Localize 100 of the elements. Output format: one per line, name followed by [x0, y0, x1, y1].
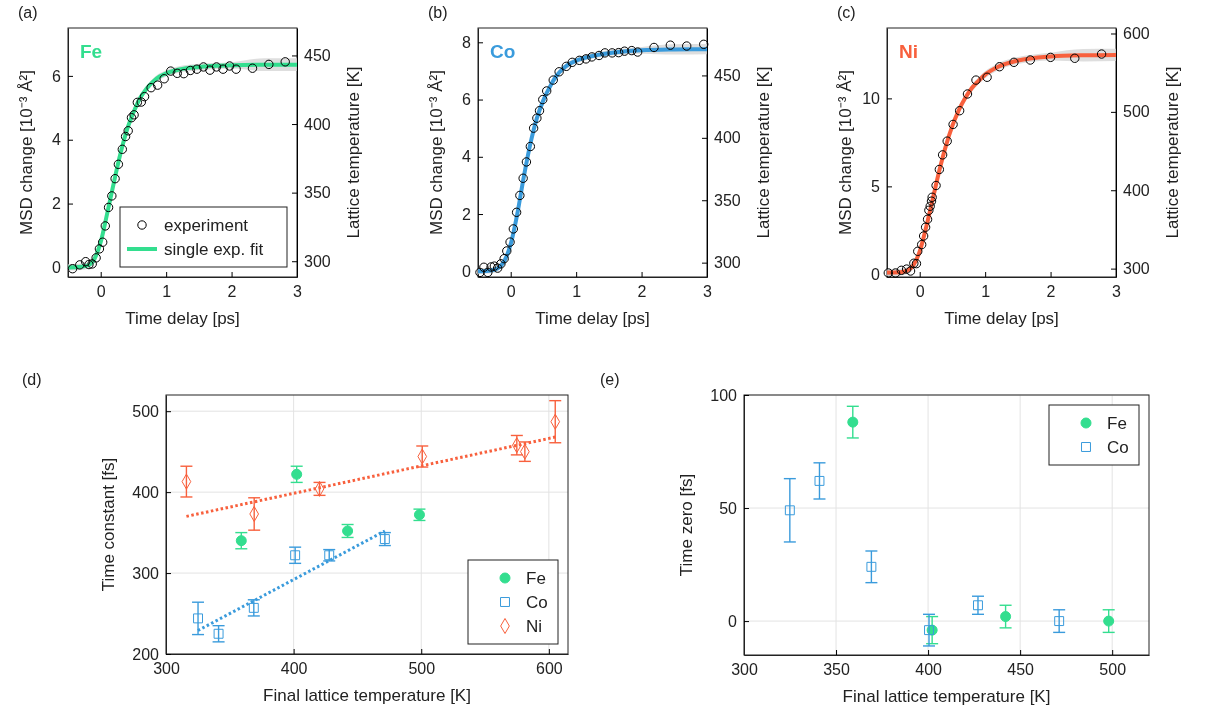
point	[1096, 49, 1107, 59]
point	[567, 57, 577, 68]
point	[205, 65, 215, 75]
point	[213, 628, 224, 639]
y2-tick-label: 400	[304, 115, 331, 133]
y2-axis-title: Lattice temperature [K]	[1163, 66, 1182, 239]
point	[920, 222, 931, 232]
point	[934, 164, 945, 175]
point	[291, 468, 303, 480]
point	[883, 268, 894, 278]
point	[185, 65, 196, 76]
point	[525, 141, 536, 152]
point	[699, 39, 709, 50]
point	[784, 505, 795, 516]
x-tick-label: 400	[915, 661, 943, 679]
point	[136, 97, 146, 107]
point	[502, 246, 512, 256]
point	[534, 106, 545, 116]
point	[179, 68, 189, 79]
point	[94, 244, 105, 254]
point	[954, 106, 965, 116]
y-tick-label: 500	[132, 402, 160, 420]
point	[107, 191, 117, 201]
point	[218, 64, 228, 74]
y2-tick-label: 350	[714, 191, 741, 209]
point	[110, 173, 120, 184]
point	[962, 89, 973, 99]
point	[1025, 55, 1035, 65]
y2-tick-label: 400	[1123, 181, 1150, 199]
point	[132, 97, 143, 108]
point	[146, 83, 156, 93]
point	[561, 61, 572, 72]
point	[905, 266, 916, 276]
point	[632, 47, 643, 57]
point	[508, 224, 519, 234]
point	[247, 63, 258, 73]
point	[665, 40, 676, 50]
y2-tick-label: 500	[1123, 103, 1150, 121]
y-tick-label: 8	[462, 33, 472, 51]
point	[542, 86, 552, 96]
y2-tick-label: 450	[304, 47, 331, 65]
chart-title: (b)	[428, 4, 448, 21]
y2-axis-title: Lattice temperature [K]	[344, 66, 363, 239]
point	[152, 80, 163, 90]
y-tick-label: 100	[710, 386, 738, 404]
x-tick-label: 400	[280, 660, 308, 678]
point	[193, 613, 203, 624]
point	[574, 55, 585, 66]
point	[521, 157, 532, 167]
point	[511, 207, 522, 218]
annotation: Co	[490, 41, 516, 62]
point	[139, 91, 150, 102]
y-tick-label: 0	[52, 259, 62, 277]
x-tick-label: 0	[915, 283, 925, 301]
point	[80, 256, 91, 267]
y2-tick-label: 450	[714, 67, 741, 85]
x-tick-label: 350	[823, 661, 850, 679]
y-tick-label: 6	[52, 67, 62, 85]
x-tick-label: 450	[1007, 661, 1035, 679]
point	[971, 75, 981, 85]
point	[123, 126, 133, 136]
x-axis-title: Final lattice temperature [K]	[263, 686, 471, 705]
point	[982, 72, 992, 82]
x-tick-label: 0	[506, 283, 516, 301]
y-tick-label: 2	[52, 195, 62, 213]
point	[479, 262, 489, 272]
point	[866, 561, 877, 572]
annotation: Fe	[80, 41, 103, 62]
point	[528, 123, 539, 133]
point	[931, 180, 941, 191]
x-tick-label: 2	[1046, 283, 1056, 301]
point	[649, 42, 659, 53]
point	[224, 61, 235, 71]
point	[120, 131, 131, 142]
point	[264, 59, 274, 70]
legend-label: Ni	[526, 617, 543, 636]
point	[1070, 53, 1080, 63]
x-tick-label: 500	[1099, 661, 1127, 679]
point	[192, 64, 202, 74]
point	[682, 41, 692, 51]
y-axis-title: MSD change [10⁻³ Å²]	[17, 70, 36, 235]
point	[231, 64, 241, 74]
x-tick-label: 600	[536, 660, 563, 678]
point	[942, 136, 952, 146]
point	[538, 94, 548, 105]
x-tick-label: 3	[293, 283, 303, 301]
point	[496, 259, 506, 269]
point	[97, 237, 108, 247]
x-tick-label: 1	[981, 283, 991, 301]
point	[924, 205, 934, 215]
point	[1054, 616, 1065, 627]
y2-tick-label: 600	[1123, 25, 1150, 43]
point	[890, 268, 901, 278]
point	[505, 237, 515, 247]
chart-title: (a)	[18, 4, 38, 21]
x-axis-title: Time delay [ps]	[944, 309, 1059, 328]
point	[922, 214, 933, 224]
text: (e)	[600, 371, 620, 388]
legend-label: Co	[1107, 438, 1129, 457]
point	[847, 416, 859, 428]
